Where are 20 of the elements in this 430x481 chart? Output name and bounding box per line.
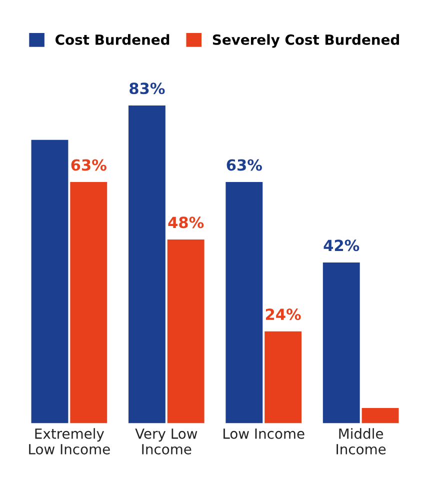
data-label: 83% xyxy=(130,82,165,94)
bar xyxy=(70,182,108,424)
legend-label: Severely Cost Burdened xyxy=(212,34,399,48)
legend-label: Cost Burdened xyxy=(56,34,170,45)
data-label: 63% xyxy=(226,159,262,171)
x-tick-label: Middle Income xyxy=(336,428,386,454)
x-tick-label: Low Income xyxy=(224,428,304,439)
x-tick-label: Extremely Low Income xyxy=(29,428,110,454)
bar xyxy=(128,105,166,424)
x-tick-label: Very Low Income xyxy=(135,428,198,454)
data-label: 42% xyxy=(324,240,360,252)
bar xyxy=(322,262,360,424)
data-label: 24% xyxy=(266,308,301,320)
bar xyxy=(362,408,399,424)
bar xyxy=(31,140,68,424)
data-label: 63% xyxy=(71,159,106,171)
bar xyxy=(264,331,302,424)
data-label: 48% xyxy=(168,216,204,228)
bar xyxy=(167,239,204,424)
bar xyxy=(226,182,263,424)
